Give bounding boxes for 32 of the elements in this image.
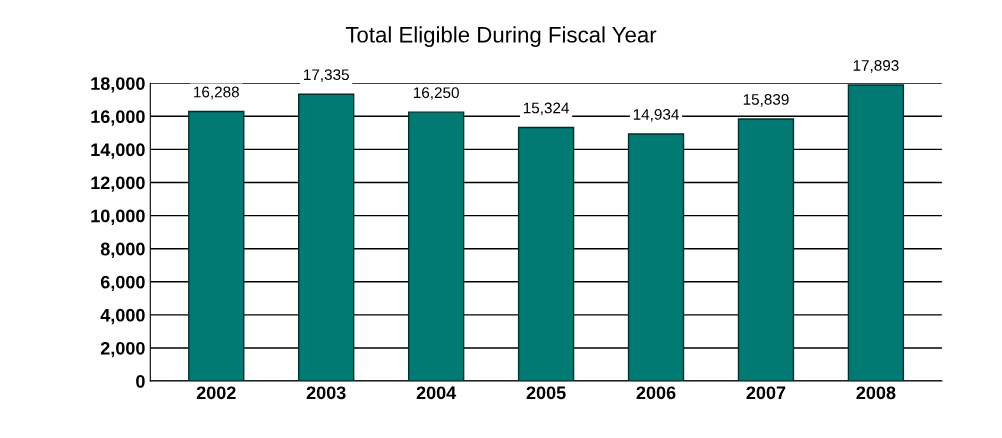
data-label: 14,934 xyxy=(633,109,679,122)
y-tick-label: 18,000 xyxy=(91,77,145,93)
data-label: 16,288 xyxy=(194,86,239,100)
bar xyxy=(847,84,905,382)
bar xyxy=(298,93,355,382)
bar xyxy=(517,126,575,382)
y-tick-label: 16,000 xyxy=(91,110,145,126)
y-tick-label: 4,000 xyxy=(100,308,145,325)
y-tick-label: 8,000 xyxy=(100,242,145,259)
x-tick-label: 2005 xyxy=(526,386,566,400)
x-tick-label: 2008 xyxy=(856,386,896,400)
bar xyxy=(627,133,685,382)
y-tick-label: 12,000 xyxy=(91,176,145,192)
y-tick-label: 14,000 xyxy=(91,143,145,159)
y-tick-label: 10,000 xyxy=(91,209,145,225)
data-label: 17,335 xyxy=(304,69,349,82)
x-tick-label: 2006 xyxy=(636,386,676,400)
data-label: 16,250 xyxy=(413,87,459,100)
y-tick-label: 2,000 xyxy=(100,341,145,358)
bar xyxy=(188,110,245,382)
chart-title: Total Eligible During Fiscal Year xyxy=(345,26,657,47)
x-tick-label: 2007 xyxy=(746,386,786,400)
data-label: 15,324 xyxy=(523,102,570,116)
bar xyxy=(737,118,795,382)
bar xyxy=(407,111,465,382)
y-tick-label: 0 xyxy=(136,374,145,388)
x-tick-label: 2004 xyxy=(416,386,457,400)
data-label: 17,893 xyxy=(853,60,899,73)
data-label: 15,839 xyxy=(743,94,789,107)
x-tick-label: 2002 xyxy=(196,386,236,400)
x-tick-label: 2003 xyxy=(306,386,346,400)
y-tick-label: 6,000 xyxy=(100,275,145,292)
